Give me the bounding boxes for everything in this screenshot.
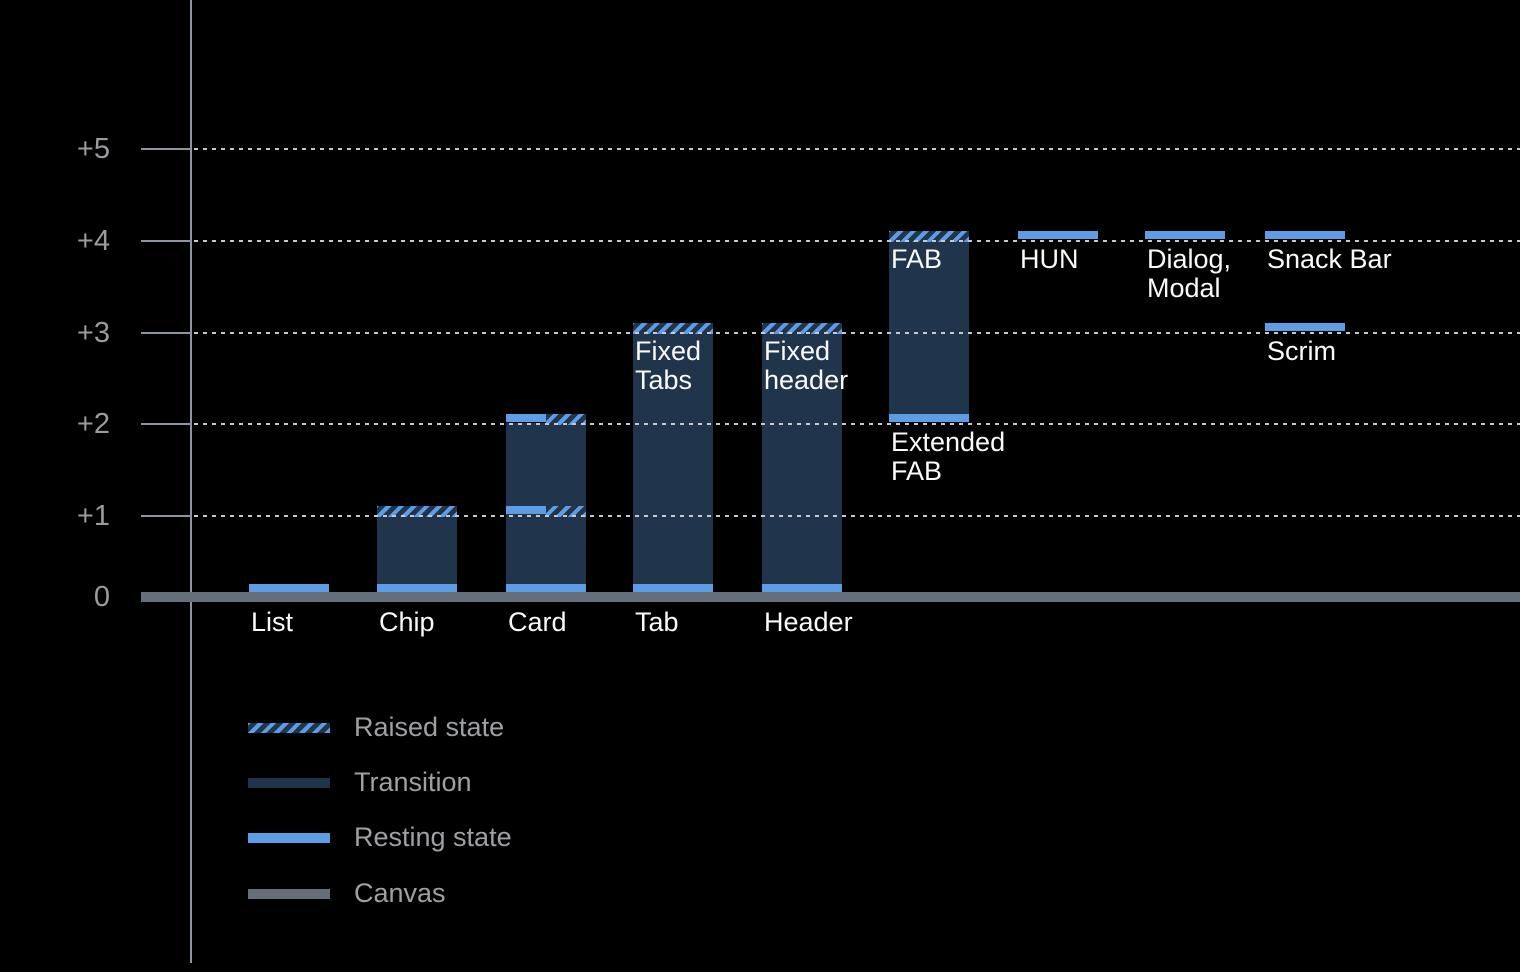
legend-swatch-resting — [248, 833, 330, 843]
bar-label-hun: HUN — [1020, 245, 1079, 274]
resting-state-segment — [377, 584, 457, 592]
legend-label: Transition — [354, 767, 472, 797]
bar-label-list: List — [251, 608, 293, 637]
bar-label-line: Fixed — [764, 336, 831, 366]
bar-label-line: List — [251, 607, 294, 637]
transition-segment — [377, 515, 457, 584]
bar-label-line: FAB — [891, 244, 943, 274]
y-axis-tick — [141, 515, 192, 517]
legend-label: Raised state — [354, 712, 505, 742]
y-tick-label: +1 — [76, 500, 110, 532]
y-tick-label: +2 — [76, 408, 110, 440]
bar-label-line: HUN — [1020, 244, 1079, 274]
bar-label-line: Scrim — [1267, 336, 1336, 366]
raised-state-segment — [377, 506, 457, 517]
bar-label-header: Header — [764, 608, 853, 637]
bar-label-snack-bar: Snack Bar — [1267, 245, 1392, 274]
bar-label-line: Chip — [379, 607, 435, 637]
y-axis-tick — [141, 148, 192, 150]
bar-label-line: FAB — [891, 456, 943, 486]
bar-label-line: Tab — [635, 607, 679, 637]
bar-label-header: Fixed header — [764, 337, 848, 395]
legend-swatch-canvas — [248, 889, 330, 899]
raised-state-segment — [889, 231, 969, 242]
resting-state-segment — [633, 584, 713, 592]
y-axis-tick — [141, 423, 192, 425]
resting-state-segment — [762, 584, 842, 592]
gridline-plus4 — [194, 240, 1520, 242]
transition-segment — [889, 240, 969, 414]
bar-label-dialog-modal: Dialog, Modal — [1147, 245, 1231, 303]
raised-state-segment — [633, 323, 713, 334]
resting-state-segment — [1265, 231, 1345, 239]
legend-swatch-raised — [248, 723, 330, 733]
gridline-plus2 — [194, 423, 1520, 425]
transition-segment — [633, 332, 713, 584]
gridline-plus5 — [194, 148, 1520, 150]
y-axis-tick — [141, 332, 192, 334]
transition-segment — [762, 332, 842, 584]
bar-label-tab: Tab — [635, 608, 679, 637]
legend-swatch-transition — [248, 778, 330, 788]
y-tick-label: +5 — [76, 133, 110, 165]
gridline-plus3 — [194, 332, 1520, 334]
resting-state-segment — [506, 414, 546, 422]
transition-segment — [506, 423, 586, 584]
bar-label-card: Card — [508, 608, 567, 637]
bar-label-line: Tabs — [635, 365, 693, 395]
resting-state-segment — [506, 506, 546, 514]
y-tick-label: +4 — [76, 225, 110, 257]
y-tick-label: 0 — [93, 581, 110, 613]
resting-state-segment — [1018, 231, 1098, 239]
legend-label: Canvas — [354, 878, 446, 908]
resting-state-segment — [889, 414, 969, 422]
canvas-baseline — [141, 592, 1520, 602]
bar-label-line: header — [764, 365, 849, 395]
resting-state-segment — [1265, 323, 1345, 331]
resting-state-segment — [249, 584, 329, 592]
legend-label: Resting state — [354, 822, 512, 852]
bar-label-tab: Fixed Tabs — [635, 337, 701, 395]
bar-label-line: Extended — [891, 427, 1006, 457]
bar-label-line: Snack Bar — [1267, 244, 1392, 274]
bar-label-chip: Chip — [379, 608, 435, 637]
gridline-plus1 — [194, 515, 1520, 517]
y-axis-line — [190, 0, 192, 963]
bar-label-line: Modal — [1147, 273, 1221, 303]
bar-label-fab: Extended FAB — [891, 428, 1005, 486]
raised-state-segment — [762, 323, 842, 334]
bar-label-scrim: Scrim — [1267, 337, 1336, 366]
bar-label-line: Header — [764, 607, 853, 637]
bar-label-line: Dialog, — [1147, 244, 1232, 274]
bar-label-fab: FAB — [891, 245, 942, 274]
bar-label-line: Card — [508, 607, 567, 637]
y-tick-label: +3 — [76, 317, 110, 349]
resting-state-segment — [1145, 231, 1225, 239]
raised-state-segment — [546, 414, 586, 425]
y-axis-tick — [141, 240, 192, 242]
raised-state-segment — [546, 506, 586, 517]
resting-state-segment — [506, 584, 586, 592]
bar-label-line: Fixed — [635, 336, 702, 366]
